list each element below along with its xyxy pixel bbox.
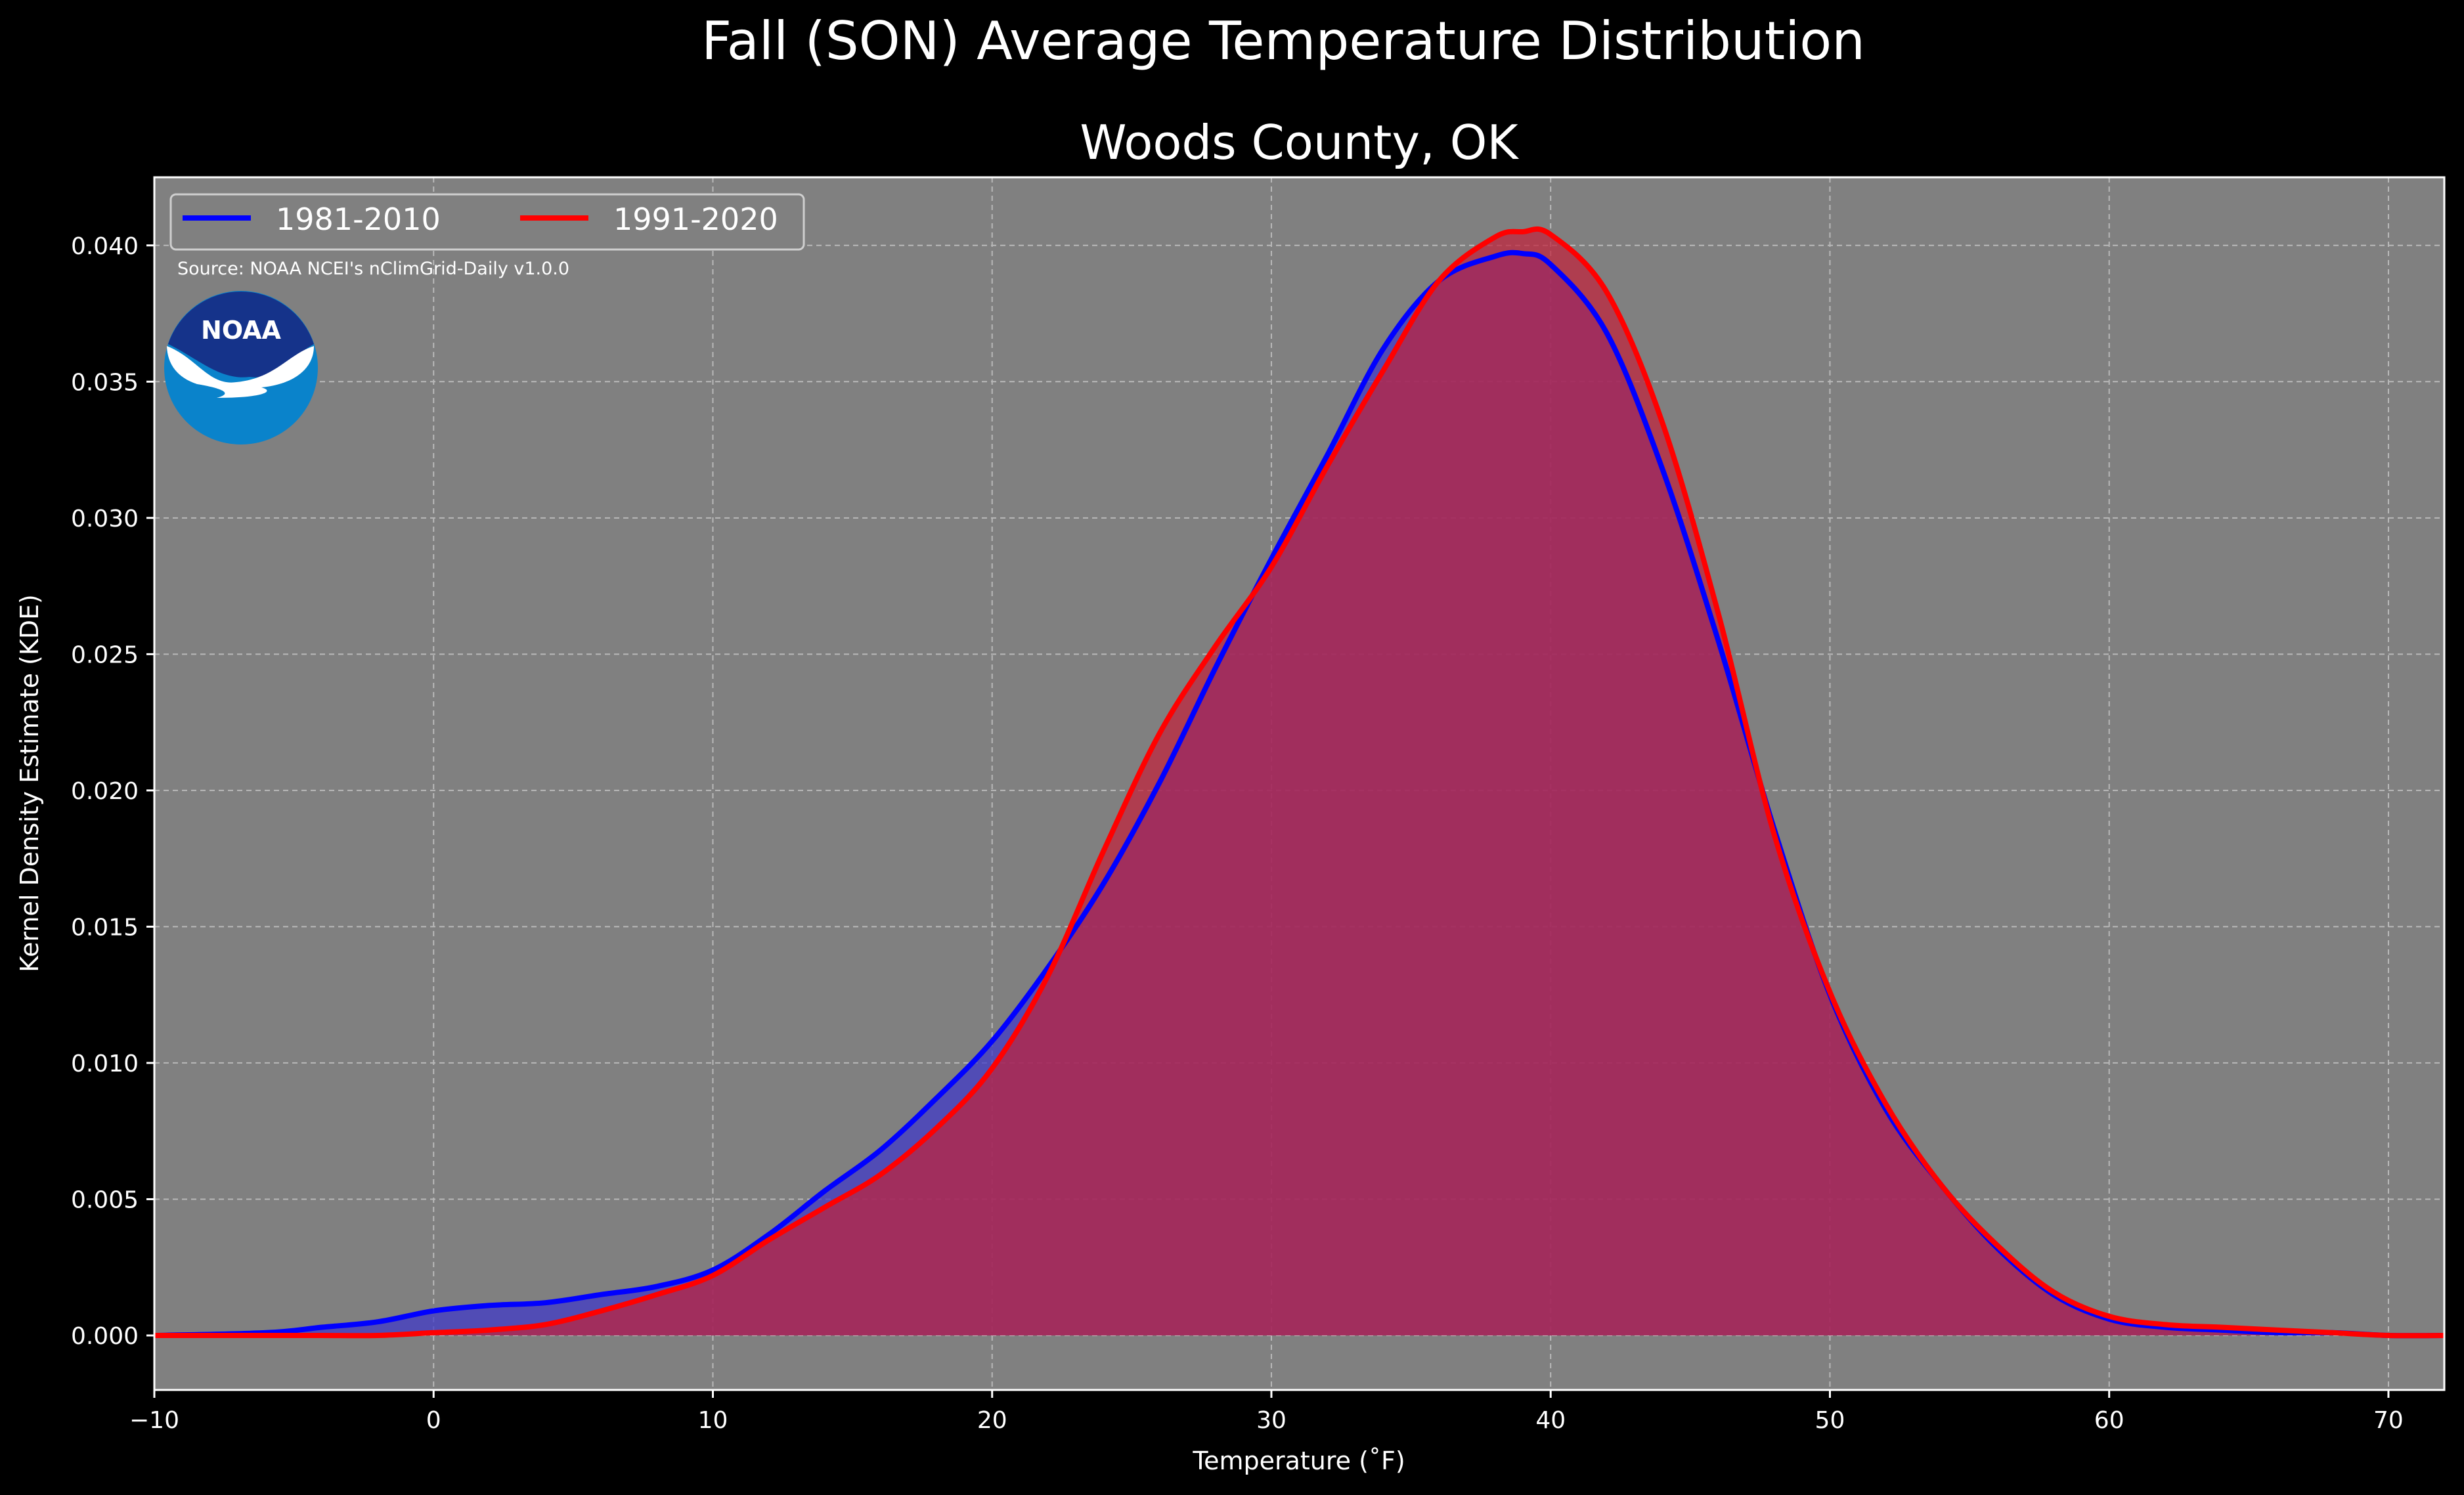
x-tick-label: 0 [426, 1407, 441, 1434]
legend-box [169, 193, 805, 251]
kde-lines [154, 226, 2445, 1339]
y-axis-label: Kernel Density Estimate (KDE) [15, 594, 44, 972]
y-axis-ticks: 0.000 0.005 0.010 0.015 0.020 0.025 0.030 0.035… [71, 233, 154, 1350]
x-tick-label: 60 [2094, 1407, 2124, 1434]
x-axis-label: Temperature (˚F) [1192, 1446, 1405, 1475]
chart-subtitle: Woods County, OK [1080, 115, 1519, 170]
legend: 1981-2010 1991-2020 [169, 193, 805, 251]
x-tick-label: 70 [2373, 1407, 2404, 1434]
x-tick-label: 50 [1815, 1407, 1845, 1434]
x-axis-ticks: −10 0 10 20 30 40 50 60 70 [129, 1390, 2404, 1434]
plot-frame [153, 176, 2446, 1391]
x-tick-label: 40 [1535, 1407, 1566, 1434]
y-tick-label: 0.015 [71, 914, 139, 941]
source-annotation: Source: NOAA NCEI's nClimGrid-Daily v1.0… [177, 259, 569, 279]
noaa-logo-icon: NOAA [164, 291, 318, 444]
y-tick-label: 0.025 [71, 641, 139, 668]
x-tick-label: 30 [1256, 1407, 1287, 1434]
legend-label-1991-2020: 1991-2020 [613, 202, 778, 237]
y-tick-label: 0.035 [71, 369, 139, 396]
y-tick-label: 0.000 [71, 1323, 139, 1350]
x-tick-label: 10 [698, 1407, 728, 1434]
kde-areas [154, 228, 2444, 1336]
y-tick-label: 0.010 [71, 1051, 139, 1077]
x-tick-label: 20 [977, 1407, 1007, 1434]
y-tick-label: 0.030 [71, 506, 139, 532]
legend-label-1981-2010: 1981-2010 [276, 202, 441, 237]
x-tick-label: −10 [129, 1407, 179, 1434]
noaa-logo-text: NOAA [201, 316, 281, 345]
chart-title: Fall (SON) Average Temperature Distribut… [701, 11, 1865, 72]
y-tick-label: 0.040 [71, 233, 139, 260]
kde-line-1991-2020 [154, 226, 2445, 1339]
kde-area-1991-2020 [154, 228, 2444, 1336]
y-tick-label: 0.005 [71, 1186, 139, 1213]
y-tick-label: 0.020 [71, 778, 139, 805]
